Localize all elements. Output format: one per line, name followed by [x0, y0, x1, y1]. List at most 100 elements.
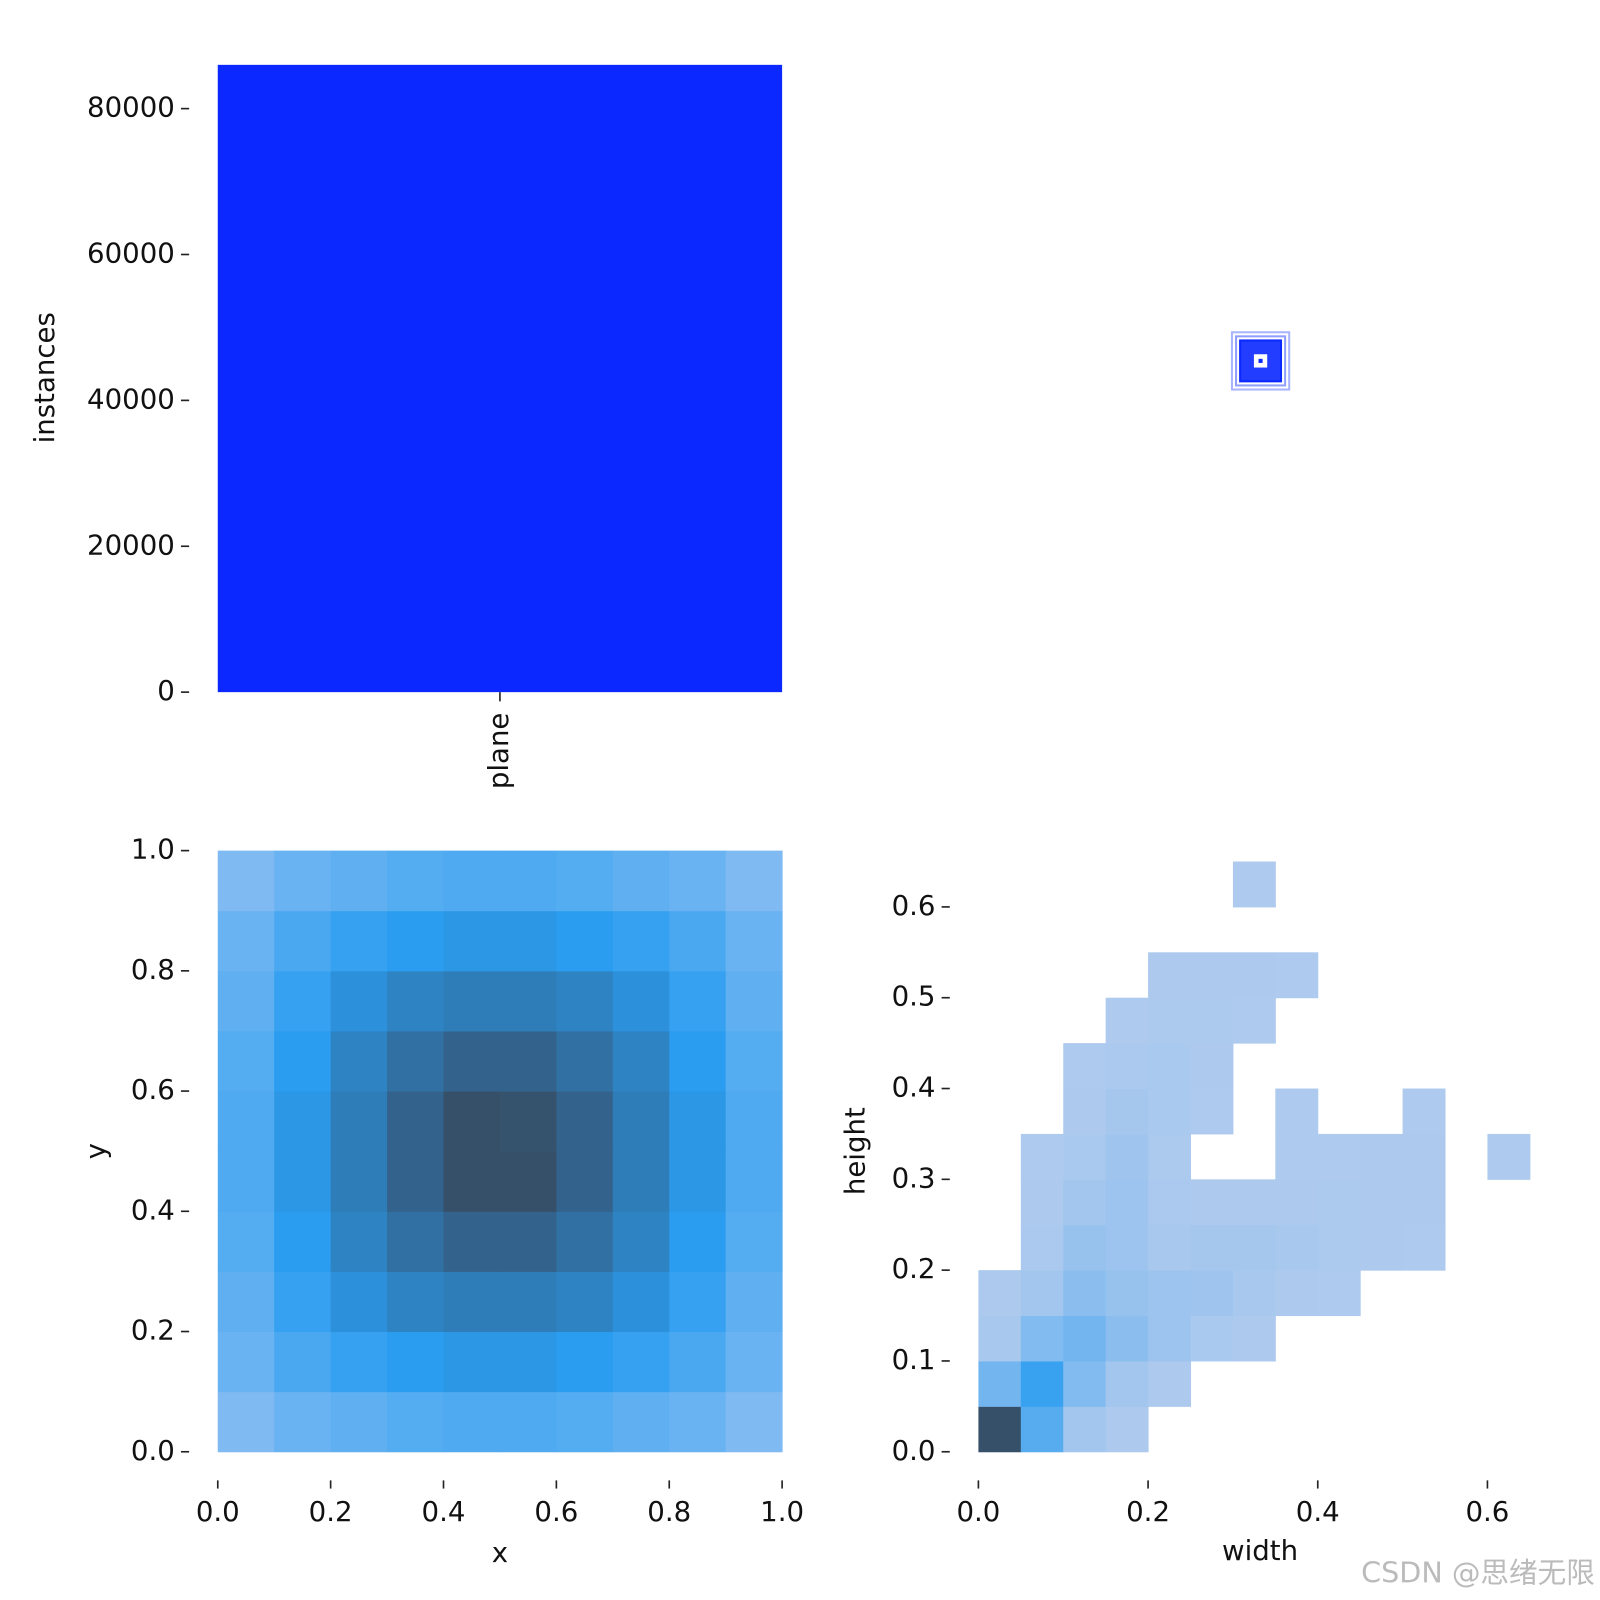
hist-cell — [1445, 1134, 1488, 1180]
hist-cell — [1021, 952, 1064, 998]
hist-cell — [1445, 998, 1488, 1044]
hist-cell — [725, 850, 783, 912]
hist-cell — [1318, 952, 1361, 998]
hist-cell — [1232, 1270, 1276, 1317]
x-tick-label: plane — [482, 713, 515, 790]
hist-cell — [1190, 952, 1234, 999]
hist-cell — [1275, 1270, 1319, 1317]
hist-cell — [499, 1151, 557, 1212]
hist-cell — [1275, 862, 1318, 908]
hist-cell — [1275, 1361, 1318, 1407]
hist-cell — [387, 1391, 445, 1453]
hist-cell — [1360, 1361, 1403, 1407]
hist-cell — [1275, 1043, 1318, 1089]
y-tick-label: 0.3 — [892, 1161, 936, 1194]
hist-cell — [1020, 1315, 1064, 1362]
hist-cell — [1105, 1360, 1149, 1407]
hist-cell — [443, 850, 501, 912]
hist-cell — [1063, 1179, 1107, 1226]
hist-cell — [1232, 861, 1276, 908]
hist-cell — [1487, 1043, 1530, 1089]
hist-cell — [1318, 1316, 1361, 1362]
hist-cell — [1487, 952, 1530, 998]
hist-cell — [556, 970, 614, 1032]
hist-cell — [1275, 1088, 1319, 1135]
hist-cell — [1063, 1224, 1107, 1271]
hist-cell — [1105, 1270, 1149, 1317]
hist-cell — [1063, 952, 1106, 998]
hist-cell — [217, 910, 275, 972]
hist-cell — [556, 1391, 614, 1453]
hist-cell — [1487, 1133, 1531, 1180]
y-tick-label: 0.4 — [131, 1193, 175, 1226]
hist-cell — [1148, 1043, 1192, 1090]
hist-cell — [274, 1391, 332, 1453]
hist-cell — [387, 1331, 445, 1393]
hist-cell — [1190, 1043, 1234, 1090]
x-tick-label: 0.0 — [196, 1495, 240, 1528]
hist-cell — [1275, 907, 1318, 953]
hist-cell — [1148, 1406, 1191, 1452]
hist-cell — [1318, 1089, 1361, 1135]
hist-cell — [499, 1391, 557, 1453]
x-tick-label: 0.4 — [1296, 1495, 1340, 1528]
hist-cell — [725, 1391, 783, 1453]
hist-cell — [1021, 1089, 1064, 1135]
hist-cell — [669, 1211, 727, 1272]
hist-cell — [387, 970, 445, 1032]
y-tick-label: 0 — [157, 674, 175, 707]
hist-cell — [274, 1211, 332, 1272]
hist-cell — [1403, 862, 1446, 908]
hist-cell — [612, 1030, 670, 1092]
bar — [217, 64, 783, 693]
hist-cell — [978, 1406, 1022, 1453]
hist-cell — [330, 1211, 388, 1272]
hist-cell — [1148, 1133, 1192, 1180]
hist-cell — [1105, 1224, 1149, 1271]
hist-cell — [1317, 1224, 1361, 1271]
hist-cell — [1275, 998, 1318, 1044]
hist-cell — [612, 1151, 670, 1212]
hist-cell — [1402, 1133, 1446, 1180]
hist-cell — [1148, 1224, 1192, 1271]
hist-cell — [1063, 1043, 1107, 1090]
hist-cell — [1445, 907, 1488, 953]
hist-cell — [1190, 907, 1233, 953]
hist-cell — [274, 850, 332, 912]
hist-cell — [725, 910, 783, 972]
hist-cell — [387, 1271, 445, 1333]
hist-cell — [1148, 1270, 1192, 1317]
hist-cell — [443, 1211, 501, 1272]
hist-cell — [1105, 997, 1149, 1044]
hist-cell — [556, 1151, 614, 1212]
hist-cell — [669, 850, 727, 912]
hist-cell — [387, 850, 445, 912]
hist-cell — [669, 1271, 727, 1333]
x-tick-label: 0.4 — [422, 1495, 466, 1528]
watermark: CSDN @思绪无限 — [1361, 1555, 1595, 1589]
hist-cell — [1021, 998, 1064, 1044]
hist-cell — [612, 910, 670, 972]
hist-cell — [1063, 862, 1106, 908]
hist-cell — [1020, 1270, 1064, 1317]
hist-cell — [1445, 1316, 1488, 1362]
x-axis-label: width — [1222, 1534, 1298, 1567]
y-axis-label: height — [839, 1107, 872, 1195]
hist-cell — [1148, 997, 1192, 1044]
y-axis-label: y — [79, 1143, 112, 1159]
hist-cell — [978, 907, 1021, 953]
hist-cell — [669, 1331, 727, 1393]
hist-cell — [1190, 1315, 1234, 1362]
hist-cell — [1275, 1316, 1318, 1362]
hist-cell — [217, 1391, 275, 1453]
hist-cell — [443, 1331, 501, 1393]
hist-cell — [556, 850, 614, 912]
y-tick-label: 0.2 — [892, 1252, 936, 1285]
hist-cell — [1487, 1270, 1530, 1316]
hist-cell — [1020, 1179, 1064, 1226]
hist-cell — [274, 970, 332, 1032]
hist-cell — [1106, 952, 1149, 998]
hist-cell — [443, 910, 501, 972]
y-tick-label: 0.0 — [131, 1434, 175, 1467]
hist-cell — [1020, 1406, 1064, 1453]
